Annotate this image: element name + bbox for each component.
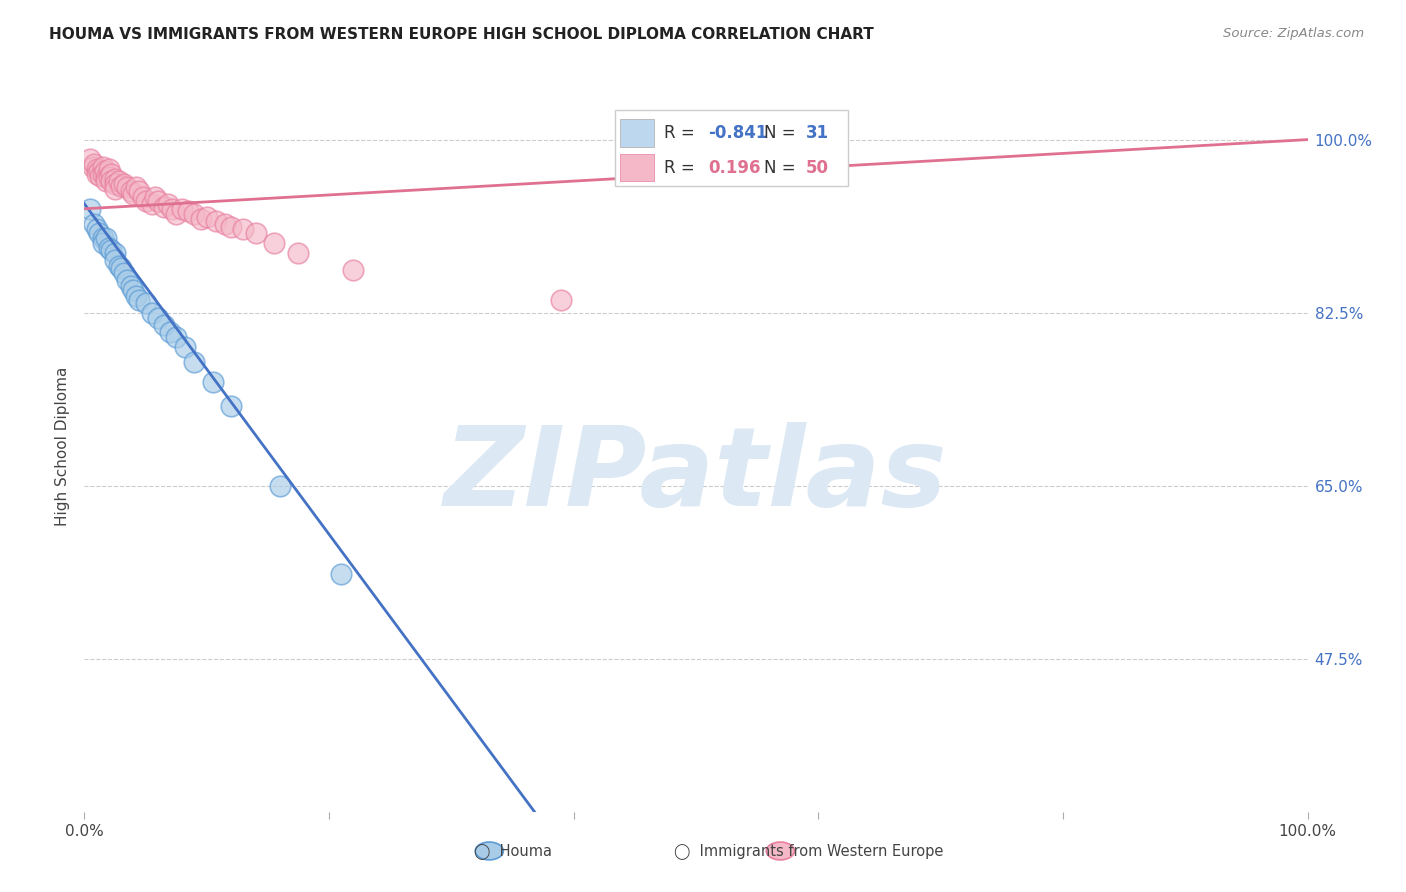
Point	[97, 170, 120, 185]
Point	[115, 273, 138, 287]
Point	[232, 221, 254, 235]
Text: HOUMA VS IMMIGRANTS FROM WESTERN EUROPE HIGH SCHOOL DIPLOMA CORRELATION CHART: HOUMA VS IMMIGRANTS FROM WESTERN EUROPE …	[49, 27, 875, 42]
Point	[104, 177, 127, 191]
Point	[173, 340, 195, 354]
Point	[87, 164, 110, 178]
Text: 31: 31	[806, 124, 830, 142]
Point	[82, 161, 104, 175]
Y-axis label: High School Diploma: High School Diploma	[55, 367, 70, 525]
Point	[125, 289, 148, 303]
Point	[115, 180, 138, 194]
Point	[214, 217, 236, 231]
Point	[104, 182, 127, 196]
Point	[120, 184, 142, 198]
Point	[97, 162, 120, 177]
Point	[156, 197, 179, 211]
Point	[94, 164, 117, 178]
Text: 0.196: 0.196	[709, 159, 761, 177]
Point	[146, 194, 169, 208]
Point	[107, 174, 129, 188]
Point	[79, 202, 101, 216]
Point	[96, 231, 118, 245]
Point	[146, 310, 169, 325]
Point	[91, 236, 114, 251]
Point	[83, 217, 105, 231]
Point	[342, 263, 364, 277]
Point	[89, 169, 111, 183]
Point	[177, 203, 200, 218]
Point	[219, 219, 242, 234]
Point	[159, 326, 181, 340]
Point	[135, 295, 157, 310]
Point	[201, 375, 224, 389]
Point	[287, 246, 309, 260]
Point	[330, 567, 353, 582]
Point	[122, 283, 145, 297]
Text: ◯  Immigrants from Western Europe: ◯ Immigrants from Western Europe	[673, 843, 943, 859]
Point	[205, 213, 228, 227]
Point	[86, 162, 108, 177]
Point	[245, 227, 267, 241]
Point	[83, 157, 105, 171]
Point	[104, 172, 127, 186]
Point	[104, 246, 127, 260]
Point	[172, 202, 194, 216]
Point	[153, 318, 176, 333]
FancyBboxPatch shape	[620, 119, 654, 146]
FancyBboxPatch shape	[620, 153, 654, 181]
Point	[141, 197, 163, 211]
Text: R =: R =	[664, 124, 700, 142]
Point	[112, 266, 135, 280]
Point	[183, 355, 205, 369]
Point	[162, 202, 184, 216]
Point	[104, 253, 127, 268]
Point	[100, 174, 122, 188]
Point	[96, 174, 118, 188]
FancyBboxPatch shape	[616, 111, 848, 186]
Point	[219, 400, 242, 414]
Point	[269, 478, 291, 492]
Point	[91, 167, 114, 181]
Point	[107, 259, 129, 273]
Point	[550, 293, 572, 307]
Point	[132, 190, 155, 204]
Point	[190, 211, 212, 226]
Point	[96, 170, 118, 185]
Point	[122, 186, 145, 201]
Point	[165, 207, 187, 221]
Text: N =: N =	[765, 124, 801, 142]
Point	[165, 330, 187, 344]
Point	[183, 207, 205, 221]
Point	[128, 184, 150, 198]
Point	[87, 227, 110, 241]
Text: R =: R =	[664, 159, 700, 177]
Point	[86, 167, 108, 181]
Point	[195, 210, 218, 224]
Point	[91, 161, 114, 175]
Point	[110, 261, 132, 276]
Point	[91, 231, 114, 245]
Point	[86, 221, 108, 235]
Point	[153, 200, 176, 214]
Point	[110, 179, 132, 194]
Text: ZIPatlas: ZIPatlas	[444, 422, 948, 529]
Point	[125, 180, 148, 194]
Text: Source: ZipAtlas.com: Source: ZipAtlas.com	[1223, 27, 1364, 40]
Point	[128, 293, 150, 307]
Point	[263, 236, 285, 251]
Point	[97, 241, 120, 255]
Point	[100, 167, 122, 181]
Point	[120, 278, 142, 293]
Point	[135, 194, 157, 208]
Text: ◯  Houma: ◯ Houma	[474, 843, 553, 859]
Text: N =: N =	[765, 159, 801, 177]
Point	[100, 244, 122, 258]
Point	[143, 190, 166, 204]
Point	[79, 153, 101, 167]
Text: -0.841: -0.841	[709, 124, 768, 142]
Text: 50: 50	[806, 159, 830, 177]
Point	[141, 305, 163, 319]
Point	[112, 177, 135, 191]
